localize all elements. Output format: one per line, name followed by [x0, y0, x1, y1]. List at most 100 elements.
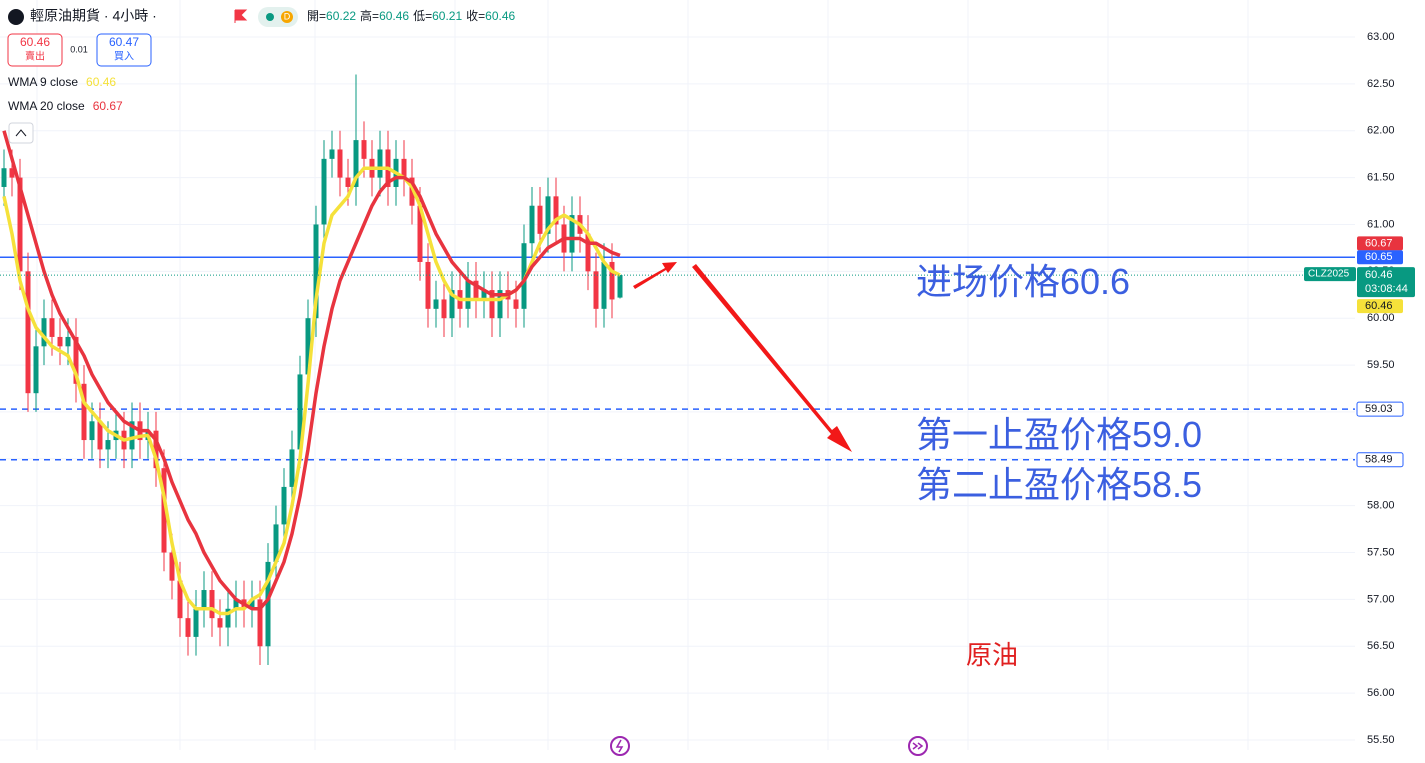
candle-body: [409, 177, 415, 206]
candle-body: [481, 290, 487, 300]
candle-body: [313, 224, 319, 319]
ohlc-value: 60.46: [485, 9, 515, 23]
ohlc: 開=60.22 高=60.46 低=60.21 收=60.46: [307, 8, 516, 23]
candle-body: [449, 290, 455, 319]
candle-body: [73, 336, 79, 384]
candle-body: [289, 449, 295, 487]
ohlc-value: 60.46: [379, 9, 409, 23]
buy-price: 60.47: [109, 35, 139, 49]
annotation: 第一止盈价格59.0: [916, 414, 1202, 455]
arrow: [692, 264, 852, 452]
candle-body: [169, 552, 175, 581]
ohlc-text: 開=60.22 高=60.46 低=60.21 收=60.46: [307, 8, 516, 23]
candle-body: [593, 271, 599, 309]
candle-body: [41, 318, 47, 347]
candle-body: [249, 599, 255, 609]
legend-value: 60.67: [93, 99, 123, 113]
candle-body: [257, 599, 263, 647]
candle-body: [433, 299, 439, 309]
candle-body: [49, 318, 55, 337]
candle-body: [129, 421, 135, 450]
candle-body: [217, 618, 223, 628]
level-badge-bg: [1357, 402, 1403, 417]
wma9-badge-bg: [1357, 299, 1403, 314]
y-tick-label: 62.00: [1367, 125, 1395, 137]
candle-body: [209, 590, 215, 619]
y-tick-label: 56.50: [1367, 640, 1395, 652]
candle-body: [233, 599, 239, 609]
candle-body: [601, 261, 607, 309]
candle-body: [329, 149, 335, 159]
candle-body: [417, 205, 423, 262]
wma-line: [2, 130, 621, 611]
candle-body: [33, 346, 39, 394]
y-tick-label: 57.50: [1367, 546, 1395, 558]
ohlc-label: 收=: [466, 9, 485, 23]
level-badge: 60.65: [1365, 251, 1393, 263]
plot: [0, 74, 1355, 666]
candle-body: [489, 290, 495, 319]
event-icon[interactable]: [610, 736, 630, 756]
candle-body: [585, 233, 591, 272]
badge: D: [284, 11, 291, 21]
candle-body: [425, 261, 431, 309]
y-tick-label: 57.00: [1367, 593, 1395, 605]
candle-body: [305, 318, 311, 375]
legend-entry: WMA 20 close 60.67: [8, 99, 123, 113]
ohlc-value: 60.21: [432, 9, 462, 23]
candle-body: [105, 440, 111, 450]
candle-body: [297, 374, 303, 450]
y-tick-label: 62.50: [1367, 78, 1395, 90]
candle-body: [1, 168, 7, 187]
candle-body: [537, 205, 543, 234]
candle-body: [473, 280, 479, 300]
event-icon: [615, 739, 624, 753]
candle-body: [529, 205, 535, 244]
y-tick-label: 60.00: [1367, 312, 1395, 324]
last-price: 60.46: [1365, 269, 1393, 281]
y-tick-label: 56.00: [1367, 687, 1395, 699]
candle-body: [25, 271, 31, 394]
chevron: [15, 129, 27, 137]
level-badge-border: [1356, 452, 1404, 468]
candle-body: [553, 196, 559, 225]
candle-body: [57, 336, 63, 347]
level-badge-bg: [1357, 250, 1403, 265]
candle-body: [177, 580, 183, 619]
candle-body: [569, 215, 575, 253]
candle-body: [65, 336, 71, 347]
symbol: 輕原油期貨 · 4小時 ·: [30, 8, 157, 24]
ohlc-value: 60.22: [326, 9, 356, 23]
y-tick-label: 61.00: [1367, 218, 1395, 230]
candle-body: [401, 158, 407, 178]
annotation: 第二止盈价格58.5: [916, 464, 1202, 505]
event-icon: [912, 742, 924, 750]
candle-body: [161, 468, 167, 553]
annotation: 进场价格60.6: [916, 261, 1130, 302]
candle-body: [153, 430, 159, 469]
level-badge: 59.03: [1365, 403, 1393, 415]
candle-body: [17, 177, 23, 272]
candle-body: [465, 280, 471, 309]
candle-body: [201, 590, 207, 609]
collapse-button[interactable]: [8, 122, 34, 144]
wma9-badge: 60.46: [1365, 300, 1393, 312]
candle-body: [617, 275, 623, 298]
candle-body: [273, 524, 279, 562]
spread: 0.01: [70, 44, 88, 54]
y-tick-label: 63.00: [1367, 31, 1395, 43]
y-tick-label: 58.00: [1367, 500, 1395, 512]
status-dot: [266, 13, 274, 21]
sell-button[interactable]: [7, 33, 63, 67]
symbol-icon: [8, 9, 24, 25]
buy-button[interactable]: [96, 33, 152, 67]
ohlc-label: 高=: [360, 8, 379, 23]
legend-entry: WMA 9 close 60.46: [8, 75, 116, 89]
candle-body: [521, 243, 527, 309]
candle-body: [513, 299, 519, 309]
candle-body: [321, 158, 327, 225]
event-icon[interactable]: [908, 736, 928, 756]
candle-body: [265, 561, 271, 647]
y-tick-label: 61.50: [1367, 172, 1395, 184]
